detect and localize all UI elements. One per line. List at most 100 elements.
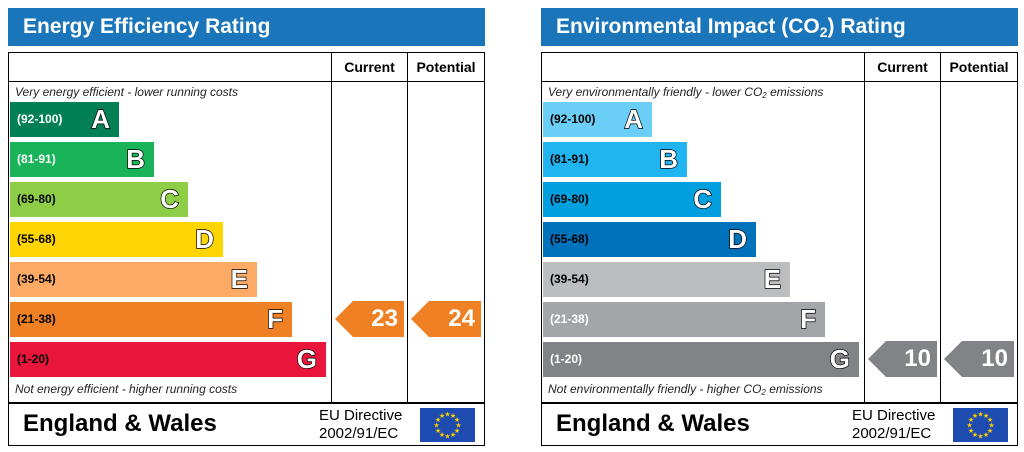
flag-star-icon: ★ [433, 422, 439, 430]
flag-star-icon: ★ [444, 411, 450, 419]
note-text-end: emissions [766, 85, 824, 99]
footer-divider [9, 402, 484, 403]
title-text: Environmental Impact (CO [556, 15, 820, 38]
flag-star-icon: ★ [450, 431, 456, 439]
band-letter: G [829, 343, 851, 374]
flag-star-icon: ★ [454, 416, 460, 424]
eu-flag-icon: ★ ★★★★★★★★★★★ [420, 408, 475, 442]
top-note: Very environmentally friendly - lower CO… [548, 84, 823, 100]
band-f: (21-38) F [10, 302, 292, 337]
band-range-label: (39-54) [550, 272, 589, 286]
band-letter: F [266, 303, 283, 334]
header-divider [9, 81, 484, 82]
band-letter: D [195, 223, 215, 254]
flag-star-icon: ★ [454, 427, 460, 435]
band-range-label: (69-80) [550, 192, 589, 206]
directive-line-1: EU Directive [319, 407, 403, 424]
potential-rating-arrow-value: 10 [981, 345, 1008, 372]
flag-star-icon: ★ [450, 412, 456, 420]
potential-rating-arrow-shape [944, 341, 1014, 377]
potential-rating-arrow: 24 [411, 301, 481, 337]
flag-star-icon: ★ [972, 431, 978, 439]
potential-rating-arrow-marker [411, 301, 481, 337]
band-letter: A [624, 103, 644, 134]
flag-star-icon: ★ [972, 412, 978, 420]
band-range-label: (55-68) [17, 232, 56, 246]
current-rating-arrow-marker [335, 301, 404, 337]
top-note: Very energy efficient - lower running co… [15, 85, 238, 99]
column-divider [407, 53, 408, 403]
current-rating-arrow-value: 23 [371, 305, 398, 332]
energy-efficiency-panel: Energy Efficiency Rating Current Potenti… [8, 8, 485, 446]
column-divider [940, 53, 941, 403]
eu-directive-label: EU Directive 2002/91/EC [319, 407, 402, 443]
flag-star-icon: ★ [439, 431, 445, 439]
directive-line-2: 2002/91/EC [852, 425, 932, 442]
note-text: Very environmentally friendly - lower CO [548, 85, 763, 99]
current-column-header: Current [344, 59, 395, 75]
environmental-impact-panel: Environmental Impact (CO 2 ) Rating Curren… [541, 8, 1018, 446]
band-g: (1-20) G [10, 342, 326, 377]
band-e: (39-54) E [10, 262, 257, 297]
eu-flag-icon: ★ ★★★★★★★★★★★ [953, 408, 1008, 442]
band-range-label: (81-91) [17, 152, 56, 166]
band-range-label: (1-20) [17, 352, 50, 366]
flag-star-icon: ★ [987, 427, 993, 435]
current-rating-arrow: 23 [335, 301, 404, 337]
flag-background [420, 408, 475, 442]
flag-star-icon: ★ [977, 433, 983, 441]
band-g: (1-20) G [543, 342, 859, 377]
potential-column-header: Potential [949, 59, 1009, 75]
current-rating-arrow-marker [868, 341, 937, 377]
band-range-label: (55-68) [550, 232, 589, 246]
band-letter: C [693, 183, 713, 214]
note-text: Not environmentally friendly - higher CO [548, 382, 762, 396]
flag-star-icon: ★ [987, 416, 993, 424]
flag-star-icon: ★ [977, 411, 983, 419]
title-text-end: ) Rating [827, 15, 906, 38]
band-range-label: (92-100) [550, 112, 596, 126]
band-c: (69-80) C [10, 182, 188, 217]
flag-star-icon: ★ [968, 416, 974, 424]
band-c: (69-80) C [543, 182, 721, 217]
potential-rating-arrow: 10 [944, 341, 1014, 377]
flag-star-icon: ★ [444, 433, 450, 441]
band-letter: C [160, 183, 180, 214]
flag-star-icon: ★ [966, 422, 972, 430]
flag-star-icon: ★ [435, 416, 441, 424]
band-letter: D [728, 223, 748, 254]
band-range-label: (69-80) [17, 192, 56, 206]
band-range-label: (39-54) [17, 272, 56, 286]
current-rating-arrow-shape [335, 301, 404, 337]
note-subscript: 2 [761, 388, 766, 397]
directive-line-2: 2002/91/EC [319, 425, 399, 442]
band-letter: G [296, 343, 318, 374]
current-column-header: Current [877, 59, 928, 75]
flag-star-icon: ★ [983, 431, 989, 439]
flag-star-icon: ★ [455, 422, 461, 430]
current-rating-arrow: 10 [868, 341, 937, 377]
band-range-label: (92-100) [17, 112, 63, 126]
band-range-label: (1-20) [550, 352, 583, 366]
column-divider [331, 53, 332, 403]
band-f: (21-38) F [543, 302, 825, 337]
band-e: (39-54) E [543, 262, 790, 297]
band-letter: E [230, 263, 249, 294]
rating-chart: Current Potential Very environmentally f… [541, 52, 1018, 404]
country-label: England & Wales [556, 410, 750, 437]
potential-rating-arrow-value: 24 [448, 305, 475, 332]
band-letter: F [799, 303, 816, 334]
current-rating-arrow-shape [868, 341, 937, 377]
flag-background [953, 408, 1008, 442]
band-a: (92-100) A [543, 102, 652, 137]
potential-rating-arrow-shape [411, 301, 481, 337]
band-letter: A [91, 103, 111, 134]
band-b: (81-91) B [10, 142, 154, 177]
header-divider [542, 81, 1017, 82]
eu-directive-label: EU Directive 2002/91/EC [852, 407, 935, 443]
flag-star-icon: ★ [968, 427, 974, 435]
footer: England & Wales EU Directive 2002/91/EC … [8, 404, 485, 446]
current-rating-arrow-value: 10 [904, 345, 931, 372]
band-d: (55-68) D [10, 222, 223, 257]
footer: England & Wales EU Directive 2002/91/EC … [541, 404, 1018, 446]
